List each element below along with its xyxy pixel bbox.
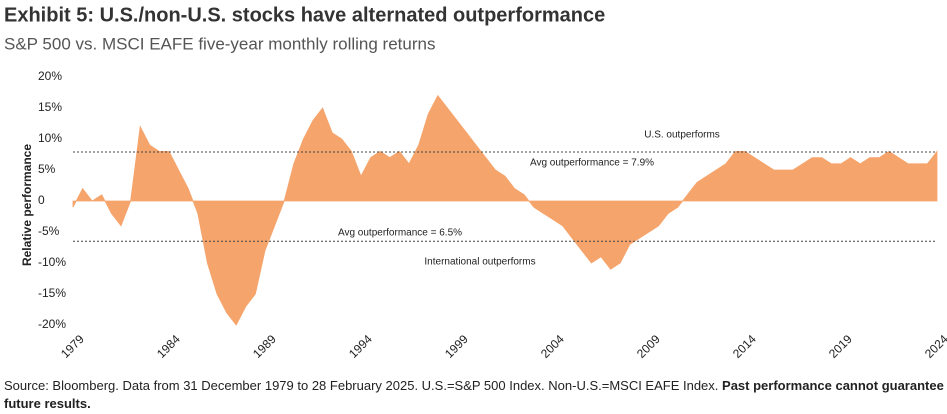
x-tick-label: 1979: [58, 332, 87, 361]
y-tick-label: 20%: [38, 69, 62, 83]
x-tick-label: 2014: [730, 332, 759, 361]
x-tick-label: 1984: [154, 332, 183, 361]
reference-label: Avg outperformance = 7.9%: [530, 158, 654, 169]
x-tick-label: 1999: [442, 332, 471, 361]
area: [72, 94, 938, 326]
x-tick-label: 2019: [826, 332, 855, 361]
x-tick-label: 2024: [922, 332, 947, 361]
source-disclaimer: Past performance cannot guarantee future…: [4, 378, 944, 411]
x-tick-label: 1989: [250, 332, 279, 361]
y-tick-label: -10%: [38, 255, 66, 269]
y-axis-label: Relative performance: [20, 144, 34, 266]
chart-subtitle: S&P 500 vs. MSCI EAFE five-year monthly …: [4, 34, 435, 53]
x-tick-label: 2004: [538, 332, 567, 361]
region-label: International outperforms: [424, 257, 535, 268]
y-tick-label: 0: [38, 193, 45, 207]
y-tick-label: 10%: [38, 131, 62, 145]
source-note: Source: Bloomberg. Data from 31 December…: [4, 377, 944, 413]
reference-label: Avg outperformance = 6.5%: [338, 228, 462, 239]
region-label: U.S. outperforms: [644, 130, 720, 141]
y-tick-label: 15%: [38, 100, 62, 114]
x-tick-label: 1994: [346, 332, 375, 361]
source-text: Source: Bloomberg. Data from 31 December…: [4, 378, 719, 393]
y-tick-label: 5%: [38, 162, 56, 176]
y-tick-label: -20%: [38, 317, 66, 331]
y-tick-label: -15%: [38, 286, 66, 300]
y-tick-label: -5%: [38, 224, 60, 238]
x-tick-label: 2009: [634, 332, 663, 361]
chart: Exhibit 5: U.S./non-U.S. stocks have alt…: [4, 4, 947, 361]
chart-title: Exhibit 5: U.S./non-U.S. stocks have alt…: [4, 4, 605, 26]
